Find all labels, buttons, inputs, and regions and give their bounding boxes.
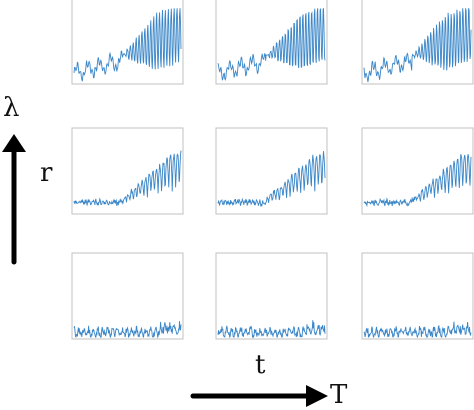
panel-frame xyxy=(215,0,328,85)
t-label: t xyxy=(255,350,266,380)
signal-panel-r1-c1 xyxy=(215,127,328,215)
signal-panel-r2-c1 xyxy=(215,252,328,340)
signal-panel-r2-c2 xyxy=(361,252,474,340)
signal-panel-r0-c2 xyxy=(361,0,474,85)
r-label: r xyxy=(40,158,53,188)
panels-layer xyxy=(71,0,474,340)
vertical-axis-arrow xyxy=(2,134,26,265)
signal-trace xyxy=(363,8,472,83)
panel-frame xyxy=(215,252,328,340)
panel-frame xyxy=(361,0,474,85)
signal-panel-r1-c2 xyxy=(361,127,474,215)
T-label: T xyxy=(330,380,348,410)
panel-frame xyxy=(361,127,474,215)
panel-frame xyxy=(71,0,184,85)
panel-frame xyxy=(71,127,184,215)
signal-panel-r0-c1 xyxy=(215,0,328,85)
signal-trace xyxy=(217,8,326,81)
lambda-label: λ xyxy=(3,93,20,123)
signal-trace xyxy=(73,321,182,339)
signal-trace xyxy=(73,8,182,82)
signal-trace xyxy=(73,150,182,207)
panel-frame xyxy=(71,252,184,340)
signal-panel-r1-c0 xyxy=(71,127,184,215)
signal-trace xyxy=(217,151,326,207)
signal-trace xyxy=(363,321,472,339)
horizontal-axis-arrow xyxy=(190,385,328,407)
signal-trace xyxy=(363,154,472,208)
panel-frame xyxy=(215,127,328,215)
signal-panel-r2-c0 xyxy=(71,252,184,340)
signal-trace xyxy=(217,320,326,339)
signal-panel-r0-c0 xyxy=(71,0,184,85)
panel-frame xyxy=(361,252,474,340)
